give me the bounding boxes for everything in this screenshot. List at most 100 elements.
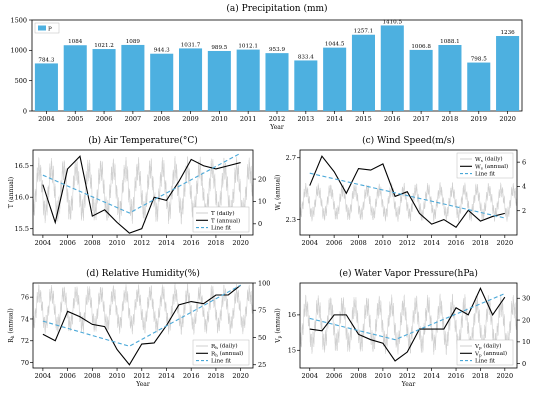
- daily-series-line: [300, 293, 517, 355]
- line-panel-b: (b) Air Temperature(°C)2004 2006 2008 2010 2…: [8, 135, 266, 247]
- x-tick-label: 2018: [472, 239, 489, 247]
- bar-value-label: 784.3: [38, 57, 54, 63]
- x-tick-label: 2006: [59, 372, 76, 380]
- y2-tick-label: 10: [258, 198, 266, 206]
- x-tick-label: 2018: [472, 372, 489, 380]
- x-tick-label: 2004: [35, 239, 52, 247]
- line-panel-d: (d) Relative Humidity(%) 2004 2006 2008 2010…: [8, 268, 271, 388]
- x-tick-label: 2009: [182, 115, 199, 123]
- daily-series-line: [33, 156, 253, 225]
- x-tick-label: 2013: [298, 115, 315, 123]
- panel-title: (b) Air Temperature(°C): [88, 135, 198, 146]
- y-axis-label: Ws (annual): [275, 175, 284, 211]
- bar: [34, 63, 58, 111]
- panel-title: (e) Water Vapor Pressure(hPa): [339, 268, 478, 279]
- line-panel-e: (e) Water Vapor Pressure(hPa)2004 2006 200…: [275, 268, 531, 388]
- y2-tick-label: 2: [522, 207, 526, 215]
- bar: [323, 47, 347, 111]
- y-tick-label: 74: [21, 315, 29, 323]
- legend-label: Line fit: [211, 226, 232, 232]
- bar-value-label: 798.5: [471, 57, 487, 63]
- x-axis-label: Year: [269, 124, 284, 131]
- x-tick-label: 2004: [301, 372, 318, 380]
- x-tick-label: 2012: [399, 239, 416, 247]
- y-tick-label: 16.5: [15, 162, 29, 170]
- x-tick-label: 2012: [399, 372, 416, 380]
- x-tick-label: 2020: [497, 239, 514, 247]
- legend-label: Line fit: [211, 359, 232, 365]
- bar-value-label: 1021.2: [94, 43, 114, 49]
- x-tick-label: 2014: [423, 372, 440, 380]
- bar-value-label: 1084: [68, 39, 83, 45]
- y-tick-label: 16: [288, 311, 296, 319]
- y-tick-label: 2.3: [286, 216, 296, 224]
- bar: [121, 44, 145, 111]
- bar: [265, 53, 289, 111]
- y-tick-label: 1500: [10, 16, 27, 24]
- bar-value-label: 1089: [126, 39, 141, 45]
- line-fit: [42, 152, 241, 214]
- x-tick-label: 2006: [326, 239, 343, 247]
- x-tick-label: 2020: [499, 115, 516, 123]
- y2-tick-label: 50: [258, 334, 266, 342]
- x-tick-label: 2005: [67, 115, 84, 123]
- x-tick-label: 2017: [413, 115, 430, 123]
- y2-tick-label: 30: [522, 295, 530, 303]
- bar-value-label: 833.4: [298, 54, 314, 60]
- y-tick-label: 15.5: [15, 225, 29, 233]
- y-tick-label: 0: [23, 107, 27, 115]
- x-tick-label: 2016: [183, 239, 200, 247]
- x-tick-label: 2008: [350, 372, 367, 380]
- bar: [179, 48, 203, 111]
- x-tick-label: 2014: [158, 372, 175, 380]
- y2-tick-label: 0: [258, 220, 262, 228]
- plot-frame: [299, 282, 518, 369]
- y2-tick-label: 20: [522, 316, 530, 324]
- plot-frame: [32, 149, 254, 236]
- bar: [294, 60, 318, 111]
- x-tick-label: 2016: [384, 115, 401, 123]
- x-tick-label: 2008: [84, 372, 101, 380]
- legend-label: Line fit: [475, 359, 496, 365]
- x-tick-label: 2008: [153, 115, 170, 123]
- legend-label: Ws (annual): [475, 163, 508, 170]
- x-tick-label: 2014: [158, 239, 175, 247]
- bar: [150, 53, 174, 111]
- y2-tick-label: 75: [258, 307, 266, 315]
- bar-value-label: 1088.1: [440, 39, 460, 45]
- annual-series-line: [42, 155, 241, 234]
- x-tick-label: 2011: [240, 115, 257, 123]
- x-tick-label: 2012: [133, 372, 150, 380]
- y-tick-label: 16.0: [15, 194, 29, 202]
- line-panel-c: (c) Wind Speed(m/s) 2004 2006 2008 2010 2012 2…: [275, 135, 527, 247]
- y2-tick-label: 0: [522, 360, 526, 368]
- panel-title: (a) Precipitation (mm): [226, 3, 327, 14]
- x-tick-label: 2010: [109, 372, 126, 380]
- y-tick-label: 76: [21, 293, 29, 301]
- x-tick-label: 2016: [448, 372, 465, 380]
- x-tick-label: 2019: [470, 115, 487, 123]
- legend-label: Rh (annual): [211, 350, 243, 357]
- bar: [207, 50, 231, 111]
- panel-title: (c) Wind Speed(m/s): [362, 135, 455, 146]
- bar: [380, 25, 404, 112]
- line-fit: [309, 293, 506, 341]
- precipitation-panel: (a) Precipitation (mm) 0 500 1000 1500 784.3 2…: [10, 3, 523, 131]
- x-tick-label: 2014: [423, 239, 440, 247]
- daily-series-line: [300, 182, 517, 223]
- bar-value-label: 1044.5: [325, 42, 345, 48]
- plot-frame: [32, 282, 254, 369]
- x-tick-label: 2008: [350, 239, 367, 247]
- y2-tick-label: 6: [522, 158, 526, 166]
- x-tick-label: 2012: [133, 239, 150, 247]
- bar: [63, 45, 87, 111]
- legend-label: T (annual): [211, 217, 240, 224]
- x-tick-label: 2020: [232, 239, 249, 247]
- bar-value-label: 1012.1: [238, 44, 258, 50]
- x-tick-label: 2010: [375, 372, 392, 380]
- x-tick-label: 2006: [96, 115, 113, 123]
- x-tick-label: 2004: [301, 239, 318, 247]
- legend-box: [34, 22, 60, 34]
- bar: [351, 34, 375, 111]
- bar-value-label: 1257.1: [354, 29, 374, 35]
